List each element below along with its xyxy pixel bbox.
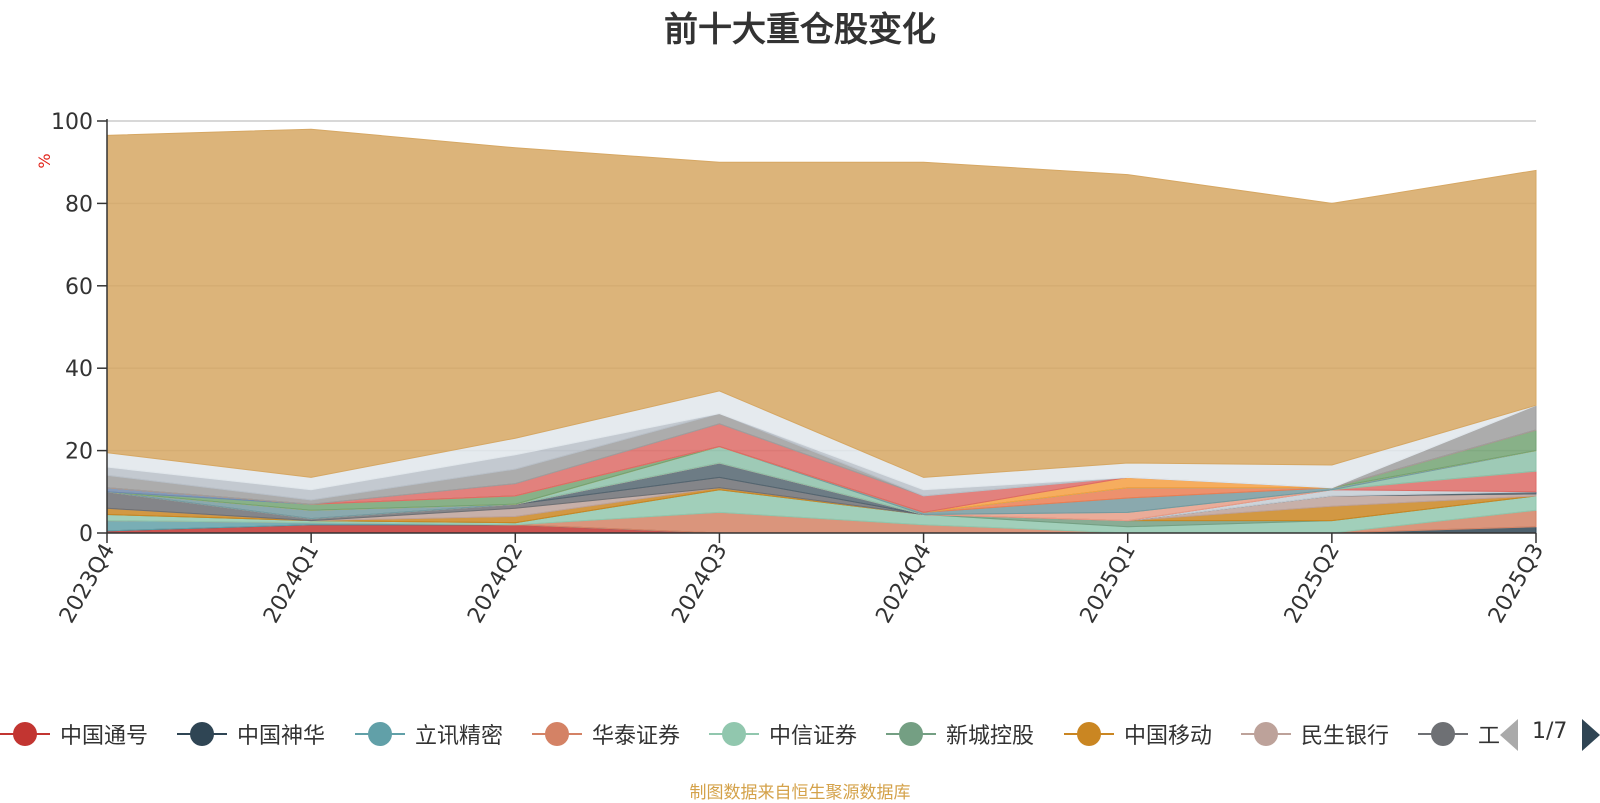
legend: 中国通号 中国神华 立讯精密 华泰证券 中信证券 新城控股 中国移动 民生银行 工	[0, 712, 1600, 756]
legend-next-arrow-icon[interactable]	[1582, 719, 1600, 751]
legend-marker-icon	[1431, 722, 1455, 746]
y-tick-label-40: 40	[65, 357, 93, 382]
legend-label: 中国神华	[237, 724, 326, 749]
legend-marker-icon	[722, 722, 746, 746]
legend-marker-icon	[368, 722, 392, 746]
x-tick-label-5: 2025Q1	[1076, 540, 1141, 628]
legend-pager: 1/7	[1500, 715, 1600, 755]
legend-item-8[interactable]: 工	[1418, 712, 1500, 756]
y-tick-label-80: 80	[65, 192, 93, 217]
legend-label: 立讯精密	[415, 724, 504, 749]
y-axis-unit: %	[35, 153, 54, 168]
legend-marker-icon	[1077, 722, 1101, 746]
x-tick-label-2: 2024Q2	[463, 540, 528, 628]
area-series-26[interactable]	[106, 128, 1537, 478]
y-tick-label-60: 60	[65, 275, 93, 300]
legend-label: 中国移动	[1124, 724, 1213, 749]
legend-marker-icon	[190, 722, 214, 746]
legend-label: 中信证券	[769, 724, 858, 749]
x-tick-label-3: 2024Q3	[667, 540, 732, 628]
legend-label: 华泰证券	[592, 724, 681, 749]
legend-marker-icon	[899, 722, 923, 746]
y-tick-label-20: 20	[65, 440, 93, 465]
area-chart: 0 20 40 60 80 100% 2023Q4 2024Q1 2024Q2 2024Q3 202…	[35, 110, 1549, 628]
data-source-footer: 制图数据来自恒生聚源数据库	[689, 783, 911, 803]
legend-label: 工	[1478, 724, 1500, 749]
x-tick-label-4: 2024Q4	[871, 540, 936, 628]
legend-marker-icon	[545, 722, 569, 746]
legend-page-indicator: 1/7	[1532, 719, 1568, 744]
x-tick-label-7: 2025Q3	[1484, 540, 1549, 628]
legend-label: 新城控股	[946, 724, 1035, 749]
x-tick-label-0: 2023Q4	[55, 540, 120, 628]
legend-label: 中国通号	[60, 724, 149, 749]
legend-marker-icon	[13, 722, 37, 746]
chart-title: 前十大重仓股变化	[664, 10, 936, 50]
legend-prev-arrow-icon[interactable]	[1500, 719, 1518, 751]
series-areas	[106, 128, 1537, 534]
y-tick-label-100: 100	[51, 110, 93, 135]
y-tick-label-0: 0	[79, 522, 93, 547]
legend-marker-icon	[1254, 722, 1278, 746]
legend-label: 民生银行	[1301, 724, 1390, 749]
x-tick-label-6: 2025Q2	[1280, 540, 1345, 628]
x-tick-label-1: 2024Q1	[259, 540, 324, 628]
